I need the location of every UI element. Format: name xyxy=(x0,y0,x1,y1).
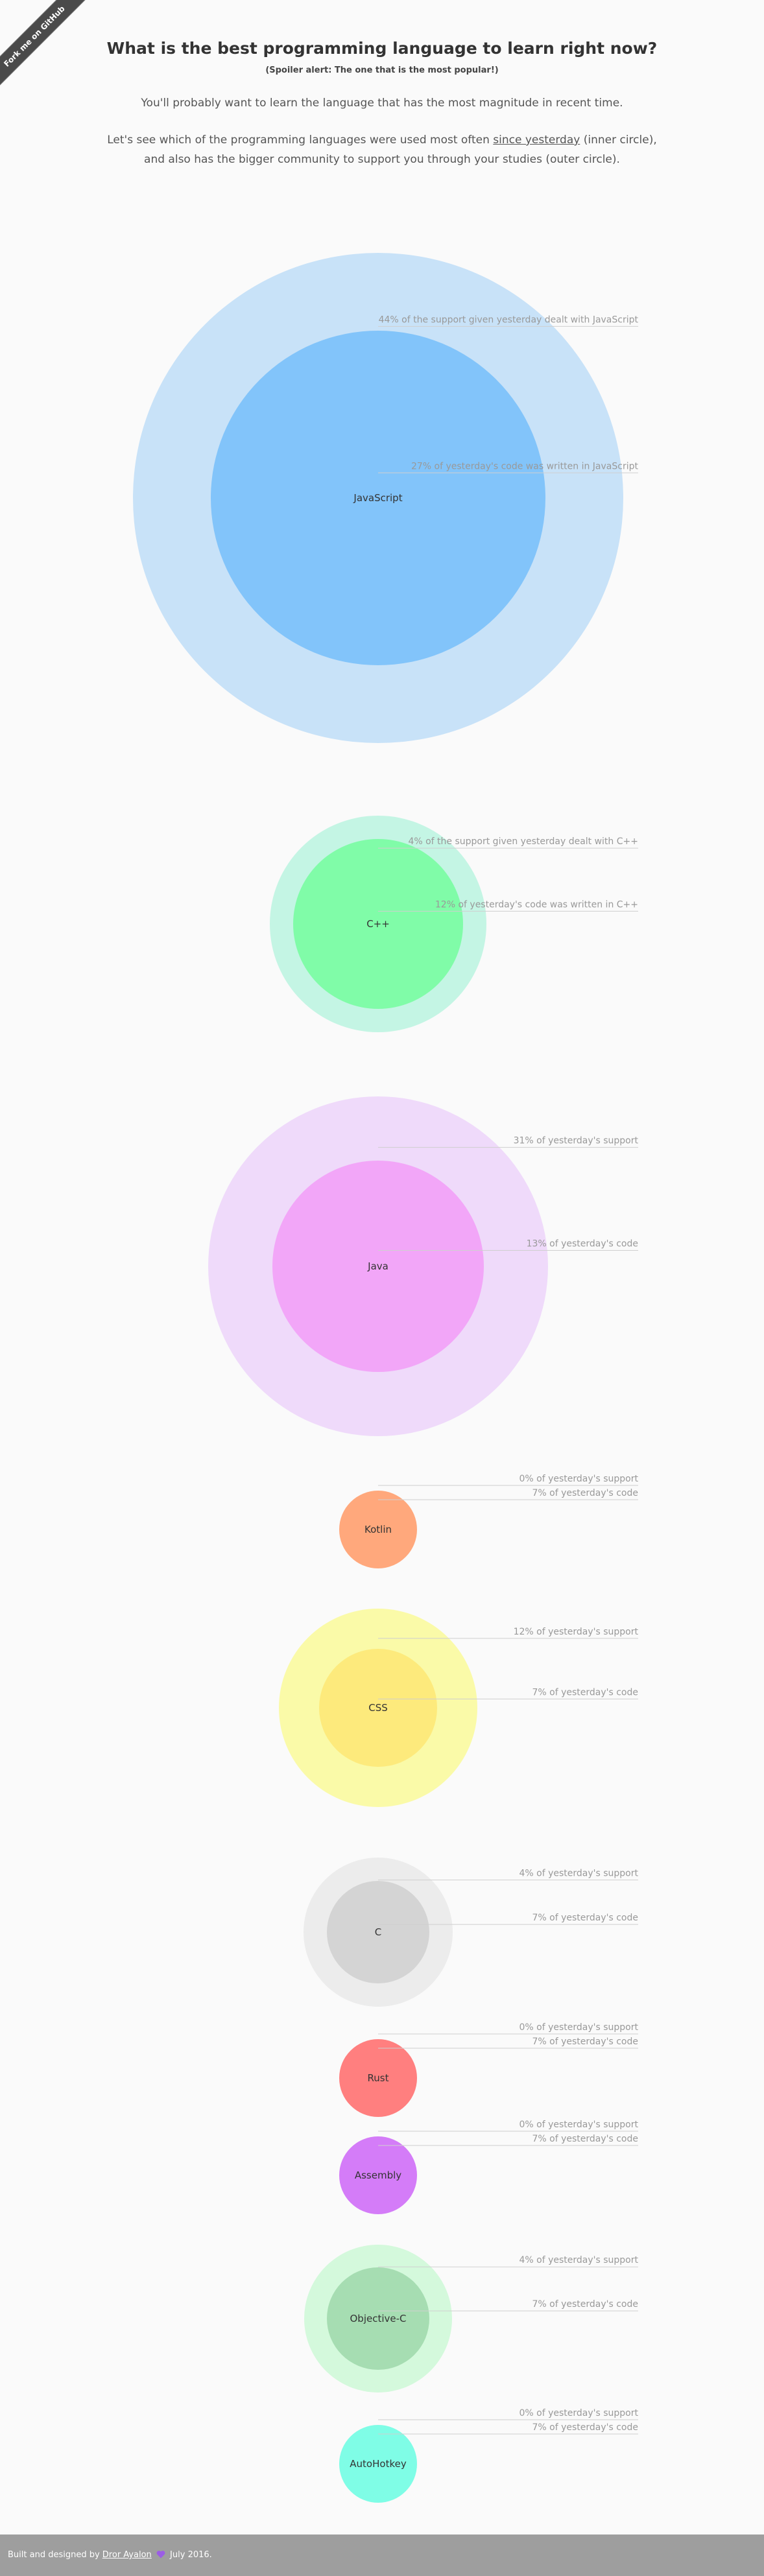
language-group-javascript: 44% of the support given yesterday dealt… xyxy=(133,253,639,743)
inner-circle-objective-c xyxy=(327,2267,429,2370)
language-group-c: 4% of yesterday's support 7% of yesterday… xyxy=(304,1858,638,2007)
outer-label-c-: 4% of the support given yesterday dealt … xyxy=(408,836,638,847)
language-name-javascript: JavaScript xyxy=(353,492,402,504)
page-title: What is the best programming language to… xyxy=(106,39,658,58)
outer-label-objective-c: 4% of yesterday's support xyxy=(519,2255,638,2265)
language-group-java: 31% of yesterday's support 13% of yesterd… xyxy=(208,1096,639,1436)
inner-circle-java xyxy=(272,1161,484,1372)
inner-circle-css xyxy=(319,1649,437,1767)
outer-label-rust: 0% of yesterday's support xyxy=(519,2022,638,2033)
outer-label-autohotkey: 0% of yesterday's support xyxy=(519,2408,638,2418)
language-group-autohotkey: 0% of yesterday's support 7% of yesterday… xyxy=(339,2408,638,2503)
outer-label-kotlin: 0% of yesterday's support xyxy=(519,1474,638,1484)
page-footer: Built and designed by Dror Ayalon July 2… xyxy=(0,2535,764,2576)
inner-label-kotlin: 7% of yesterday's code xyxy=(532,1488,638,1498)
inner-circle-autohotkey xyxy=(339,2425,417,2503)
inner-circle-c xyxy=(327,1881,429,1983)
footer-prefix: Built and designed by xyxy=(8,2550,102,2560)
language-name-objective-c: Objective-C xyxy=(350,2313,406,2324)
outer-label-assembly: 0% of yesterday's support xyxy=(519,2120,638,2130)
description-line2: and also has the bigger community to sup… xyxy=(144,153,620,166)
inner-circle-c- xyxy=(293,839,463,1009)
inner-label-objective-c: 7% of yesterday's code xyxy=(532,2299,638,2310)
inner-label-c: 7% of yesterday's code xyxy=(532,1913,638,1923)
language-name-rust: Rust xyxy=(368,2072,389,2084)
since-yesterday-link[interactable]: since yesterday xyxy=(493,134,580,147)
language-group-assembly: 0% of yesterday's support 7% of yesterday… xyxy=(339,2120,638,2214)
heart-icon xyxy=(156,2551,165,2558)
language-name-java: Java xyxy=(367,1260,388,1272)
outer-label-javascript: 44% of the support given yesterday dealt… xyxy=(379,314,639,325)
inner-label-rust: 7% of yesterday's code xyxy=(532,2037,638,2047)
inner-circle-kotlin xyxy=(339,1491,417,1568)
language-name-css: CSS xyxy=(368,1702,388,1714)
inner-label-javascript: 27% of yesterday's code was written in J… xyxy=(411,461,639,471)
language-name-c-: C++ xyxy=(366,918,390,930)
description-part: Let's see which of the programming langu… xyxy=(107,134,494,147)
inner-label-c-: 12% of yesterday's code was written in C… xyxy=(435,899,638,910)
page-subtitle: (Spoiler alert: The one that is the most… xyxy=(265,65,499,75)
language-group-kotlin: 0% of yesterday's support 7% of yesterday… xyxy=(339,1474,638,1568)
inner-label-autohotkey: 7% of yesterday's code xyxy=(532,2422,638,2433)
language-name-autohotkey: AutoHotkey xyxy=(350,2458,407,2470)
language-group-c-: 4% of the support given yesterday dealt … xyxy=(270,816,638,1032)
intro-text: You'll probably want to learn the langua… xyxy=(141,97,623,110)
language-group-rust: 0% of yesterday's support 7% of yesterday… xyxy=(339,2022,638,2117)
language-group-objective-c: 4% of yesterday's support 7% of yesterday… xyxy=(304,2245,638,2393)
author-link[interactable]: Dror Ayalon xyxy=(102,2550,152,2560)
language-name-c: C xyxy=(375,1926,381,1938)
description-part: (inner circle), xyxy=(580,134,657,147)
language-name-assembly: Assembly xyxy=(355,2169,401,2181)
inner-label-css: 7% of yesterday's code xyxy=(532,1687,638,1697)
page-header: What is the best programming language to… xyxy=(0,39,764,169)
inner-label-java: 13% of yesterday's code xyxy=(527,1239,638,1249)
language-name-kotlin: Kotlin xyxy=(364,1524,392,1535)
language-group-css: 12% of yesterday's support 7% of yesterda… xyxy=(279,1609,639,1807)
inner-circle-rust xyxy=(339,2039,417,2117)
inner-label-assembly: 7% of yesterday's code xyxy=(532,2134,638,2144)
inner-circle-javascript xyxy=(211,331,545,665)
description-text: Let's see which of the programming langu… xyxy=(0,130,764,169)
outer-label-java: 31% of yesterday's support xyxy=(514,1136,639,1146)
outer-label-c: 4% of yesterday's support xyxy=(519,1869,638,1879)
outer-label-css: 12% of yesterday's support xyxy=(514,1627,639,1637)
footer-suffix: July 2016. xyxy=(167,2550,212,2560)
inner-circle-assembly xyxy=(339,2136,417,2214)
